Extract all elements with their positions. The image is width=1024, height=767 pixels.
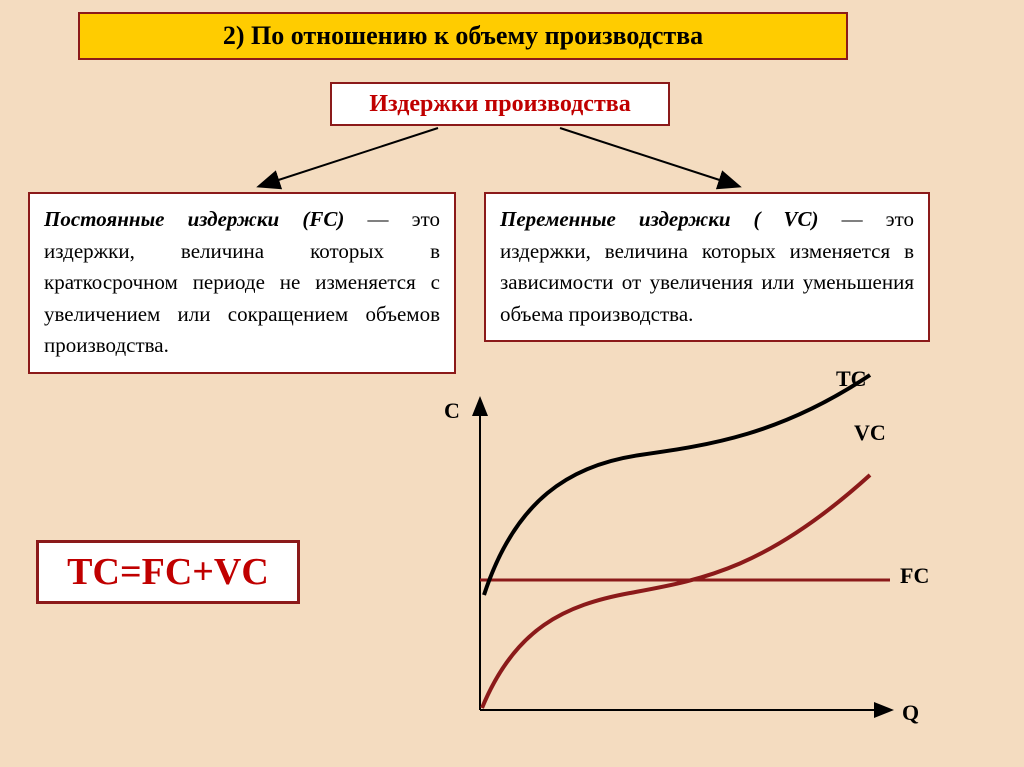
cost-chart: С Q TC VC FC <box>400 380 960 750</box>
definition-vc-box: Переменные издержки ( VC) — это издержки… <box>484 192 930 342</box>
center-concept-text: Издержки производства <box>369 91 630 118</box>
tc-curve <box>484 375 870 595</box>
vc-curve <box>482 475 870 708</box>
vc-label: VC <box>854 420 886 446</box>
tc-label: TC <box>836 366 867 392</box>
arrow-right <box>560 128 738 186</box>
formula-box: TC=FC+VC <box>36 540 300 604</box>
formula-text: TC=FC+VC <box>67 550 269 594</box>
title-text: 2) По отношению к объему производства <box>223 21 703 51</box>
definition-fc-box: Постоянные издержки (FC) — это издержки,… <box>28 192 456 374</box>
x-axis-label: Q <box>902 700 919 726</box>
vc-term: Переменные издержки ( VC) <box>500 207 819 231</box>
title-banner: 2) По отношению к объему производства <box>78 12 848 60</box>
fc-term: Постоянные издержки (FC) <box>44 207 344 231</box>
arrow-left <box>260 128 438 186</box>
center-concept-box: Издержки производства <box>330 82 670 126</box>
y-axis-label: С <box>444 398 460 424</box>
fc-label: FC <box>900 563 929 589</box>
